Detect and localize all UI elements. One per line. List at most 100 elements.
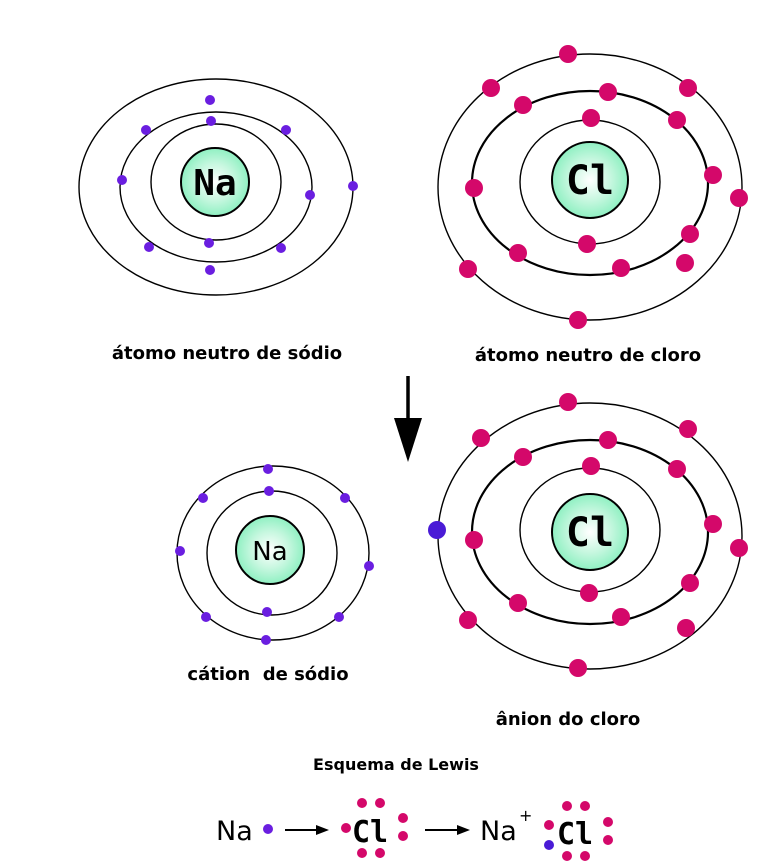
sodium-nucleus xyxy=(180,147,250,217)
right-arrow-icon xyxy=(285,825,329,835)
electron xyxy=(704,166,722,184)
lewis-scheme: Esquema de Lewis Na Cl Na + Cl xyxy=(216,755,613,861)
electron xyxy=(544,820,554,830)
sodium-nucleus xyxy=(235,515,305,585)
electron xyxy=(668,460,686,478)
orbit-middle xyxy=(119,111,313,263)
electron xyxy=(264,486,274,496)
chlorine-neutral-atom: Cl átomo neutro de cloro xyxy=(437,45,748,366)
electron xyxy=(206,116,216,126)
electron xyxy=(681,225,699,243)
sodium-electrons xyxy=(117,95,358,275)
electron xyxy=(334,612,344,622)
sodium-cation-caption: cátion de sódio xyxy=(187,664,348,685)
electron xyxy=(276,243,286,253)
lewis-transferred-electron xyxy=(544,840,554,850)
electron xyxy=(357,848,367,858)
electron xyxy=(612,608,630,626)
down-arrow-icon xyxy=(394,376,422,462)
sodium-cation-electrons xyxy=(175,464,374,645)
lewis-chlorine: Cl xyxy=(352,815,388,850)
electron xyxy=(459,260,477,278)
electron xyxy=(263,464,273,474)
electron xyxy=(730,539,748,557)
electron xyxy=(262,607,272,617)
electron xyxy=(281,125,291,135)
electron xyxy=(578,235,596,253)
electron xyxy=(465,179,483,197)
electron xyxy=(175,546,185,556)
electron xyxy=(514,448,532,466)
electron xyxy=(603,817,613,827)
electron xyxy=(612,259,630,277)
sodium-symbol: Na xyxy=(193,163,236,204)
electron xyxy=(676,254,694,272)
electron xyxy=(580,851,590,861)
chlorine-electrons xyxy=(459,45,748,329)
electron xyxy=(704,515,722,533)
lewis-sodium-electron xyxy=(263,824,273,834)
chlorine-anion-symbol: Cl xyxy=(566,510,614,556)
chlorine-nucleus xyxy=(551,493,629,571)
orbit-inner xyxy=(150,123,282,241)
chlorine-nucleus xyxy=(551,141,629,219)
electron xyxy=(305,190,315,200)
chlorine-anion-caption: ânion do cloro xyxy=(496,709,641,730)
electron xyxy=(144,242,154,252)
sodium-cation: Na cátion de sódio xyxy=(175,464,374,685)
chlorine-symbol: Cl xyxy=(566,158,614,204)
electron xyxy=(204,238,214,248)
electron xyxy=(364,561,374,571)
electron xyxy=(562,851,572,861)
electron xyxy=(205,95,215,105)
electron xyxy=(398,813,408,823)
electron xyxy=(375,848,385,858)
electron xyxy=(341,823,351,833)
sodium-cation-symbol: Na xyxy=(252,537,287,567)
sodium-neutral-atom: Na átomo neutro de sódio xyxy=(78,78,358,364)
lewis-chlorine-electrons xyxy=(341,798,408,858)
electron xyxy=(459,611,477,629)
lewis-anion: Cl xyxy=(557,817,593,852)
electron xyxy=(681,574,699,592)
electron xyxy=(509,244,527,262)
lewis-cation: Na xyxy=(480,816,517,847)
orbit-outer xyxy=(437,53,743,321)
electron xyxy=(357,798,367,808)
electron xyxy=(569,311,587,329)
electron xyxy=(201,612,211,622)
electron xyxy=(668,111,686,129)
electron xyxy=(205,265,215,275)
electron xyxy=(482,79,500,97)
electron xyxy=(603,835,613,845)
electron xyxy=(375,798,385,808)
electron xyxy=(730,189,748,207)
electron xyxy=(599,431,617,449)
electron xyxy=(198,493,208,503)
electron xyxy=(509,594,527,612)
lewis-sodium: Na xyxy=(216,816,253,847)
lewis-title: Esquema de Lewis xyxy=(313,755,479,774)
valence-electron xyxy=(348,181,358,191)
chlorine-anion-electrons xyxy=(459,393,748,677)
electron xyxy=(261,635,271,645)
electron xyxy=(599,83,617,101)
electron xyxy=(679,79,697,97)
electron xyxy=(472,429,490,447)
electron xyxy=(580,801,590,811)
electron xyxy=(562,801,572,811)
chlorine-neutral-caption: átomo neutro de cloro xyxy=(475,345,701,366)
electron xyxy=(141,125,151,135)
electron xyxy=(514,96,532,114)
electron xyxy=(340,493,350,503)
electron xyxy=(569,659,587,677)
electron xyxy=(582,109,600,127)
electron xyxy=(582,457,600,475)
electron xyxy=(559,45,577,63)
right-arrow-icon xyxy=(425,825,470,835)
electron xyxy=(117,175,127,185)
electron xyxy=(559,393,577,411)
sodium-neutral-caption: átomo neutro de sódio xyxy=(112,343,342,364)
lewis-cation-charge: + xyxy=(519,806,532,825)
chlorine-anion: Cl ânion do cloro xyxy=(428,393,748,730)
